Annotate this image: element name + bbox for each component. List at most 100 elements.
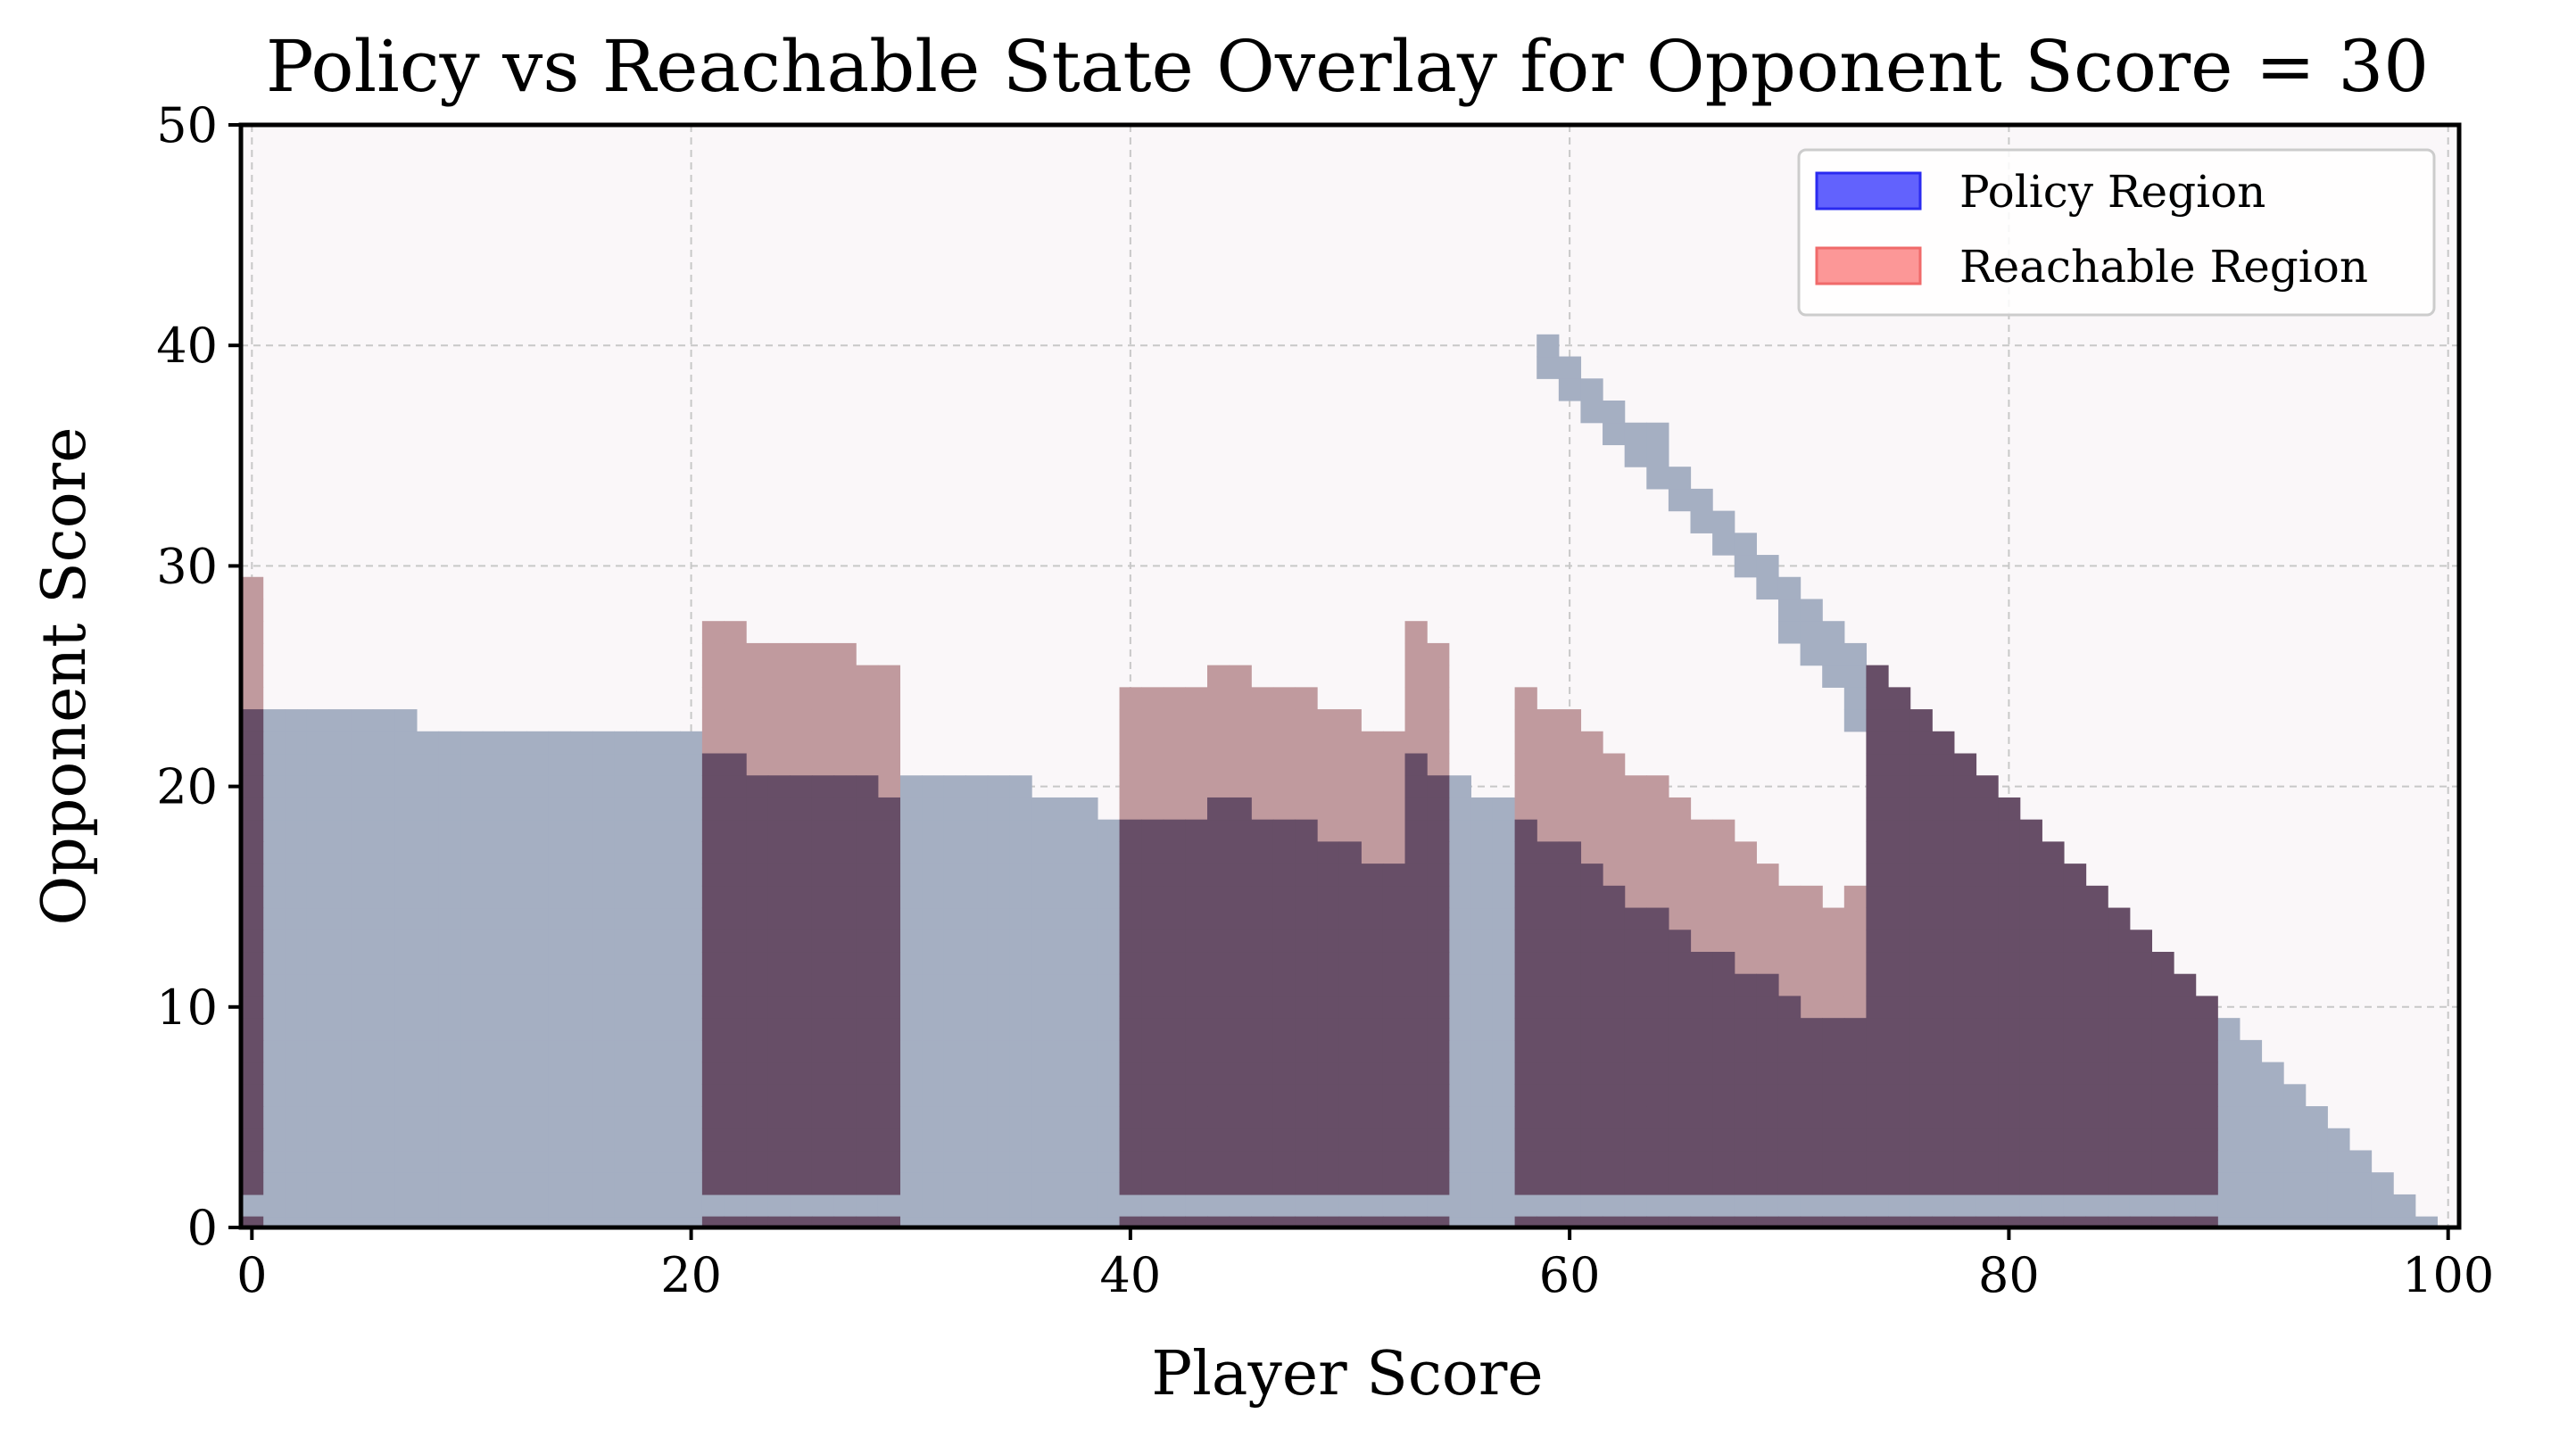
policy-cell <box>548 973 571 997</box>
overlap-cell <box>2195 1150 2218 1173</box>
policy-cell <box>922 1039 945 1063</box>
overlap-cell <box>1185 930 1208 953</box>
policy-cell <box>680 841 703 864</box>
overlap-cell <box>1580 885 1603 909</box>
x-tick-label: 80 <box>1978 1247 2040 1303</box>
policy-cell <box>328 1150 352 1173</box>
overlap-cell <box>746 973 769 997</box>
policy-cell <box>943 775 966 798</box>
overlap-cell <box>1141 996 1164 1019</box>
policy-cell <box>394 885 418 909</box>
policy-cell <box>1756 1194 1779 1218</box>
overlap-cell <box>767 775 791 798</box>
policy-cell <box>504 753 527 776</box>
overlap-cell <box>1603 1172 1626 1195</box>
overlap-cell <box>2085 885 2108 909</box>
policy-cell <box>1009 775 1032 798</box>
overlap-cell <box>1843 1150 1868 1173</box>
overlap-cell <box>1843 1018 1868 1041</box>
overlap-cell <box>1119 819 1142 842</box>
overlap-cell <box>1361 952 1384 975</box>
policy-cell <box>482 973 505 997</box>
policy-cell <box>438 864 461 887</box>
reachable-cell <box>1207 753 1230 776</box>
overlap-cell <box>1338 1172 1362 1195</box>
overlap-cell <box>1361 885 1384 909</box>
overlap-cell <box>856 952 879 975</box>
policy-cell <box>262 709 286 732</box>
policy-cell <box>1338 1194 1362 1218</box>
policy-cell <box>570 1216 593 1228</box>
overlap-cell <box>1800 1084 1823 1107</box>
reachable-cell <box>1272 709 1296 732</box>
policy-cell <box>1009 907 1032 930</box>
overlap-cell <box>2042 841 2065 864</box>
reachable-cell <box>1514 687 1537 710</box>
policy-cell <box>680 973 703 997</box>
overlap-cell <box>1558 1018 1582 1041</box>
overlap-cell <box>1361 907 1384 930</box>
policy-cell <box>460 797 484 821</box>
overlap-cell <box>746 1084 769 1107</box>
overlap-cell <box>724 819 747 842</box>
policy-cell <box>2239 1128 2263 1152</box>
overlap-cell <box>1361 996 1384 1019</box>
overlap-cell <box>1404 973 1428 997</box>
policy-cell <box>658 885 681 909</box>
policy-cell <box>922 996 945 1019</box>
policy-cell <box>2129 1194 2153 1218</box>
overlap-cell <box>1272 864 1296 887</box>
x-tick-label: 100 <box>2402 1247 2494 1303</box>
reachable-cell <box>833 731 857 755</box>
policy-cell <box>416 1106 440 1129</box>
overlap-cell <box>1295 885 1318 909</box>
overlap-cell <box>1668 1150 1692 1173</box>
reachable-cell <box>856 665 879 688</box>
overlap-cell <box>1536 973 1560 997</box>
reachable-cell <box>701 687 725 710</box>
overlap-cell <box>1382 1172 1406 1195</box>
policy-cell <box>658 753 681 776</box>
overlap-cell <box>790 775 813 798</box>
policy-cell <box>658 1018 681 1041</box>
overlap-cell <box>811 996 835 1019</box>
policy-cell <box>526 1172 550 1195</box>
overlap-cell <box>833 864 857 887</box>
policy-cell <box>482 1084 505 1107</box>
policy-cell <box>262 1172 286 1195</box>
overlap-cell <box>1603 1216 1626 1228</box>
overlap-cell <box>1317 1018 1340 1041</box>
overlap-cell <box>241 930 264 953</box>
policy-cell <box>372 731 395 755</box>
policy-cell <box>482 1216 505 1228</box>
policy-cell <box>548 907 571 930</box>
overlap-cell <box>790 1039 813 1063</box>
policy-cell <box>416 797 440 821</box>
policy-cell <box>285 864 308 887</box>
reachable-cell <box>241 599 264 622</box>
overlap-cell <box>1866 709 1889 732</box>
overlap-cell <box>1514 1172 1537 1195</box>
policy-cell <box>1075 1194 1098 1218</box>
overlap-cell <box>1734 1172 1757 1195</box>
policy-cell <box>351 819 374 842</box>
overlap-cell <box>1427 973 1450 997</box>
overlap-cell <box>2042 1106 2065 1129</box>
policy-cell <box>1690 510 1713 533</box>
reachable-cell <box>1404 621 1428 644</box>
overlap-cell <box>1295 1216 1318 1228</box>
overlap-cell <box>1624 952 1647 975</box>
overlap-cell <box>1909 709 1933 732</box>
reachable-cell <box>833 709 857 732</box>
reachable-cell <box>1251 709 1274 732</box>
overlap-cell <box>1932 1084 1955 1107</box>
policy-cell <box>922 1194 945 1218</box>
policy-cell <box>482 952 505 975</box>
overlap-cell <box>724 841 747 864</box>
policy-cell <box>285 996 308 1019</box>
policy-cell <box>614 841 637 864</box>
overlap-cell <box>1953 1128 1977 1152</box>
policy-cell <box>965 1018 989 1041</box>
overlap-cell <box>701 775 725 798</box>
policy-cell <box>899 952 923 975</box>
